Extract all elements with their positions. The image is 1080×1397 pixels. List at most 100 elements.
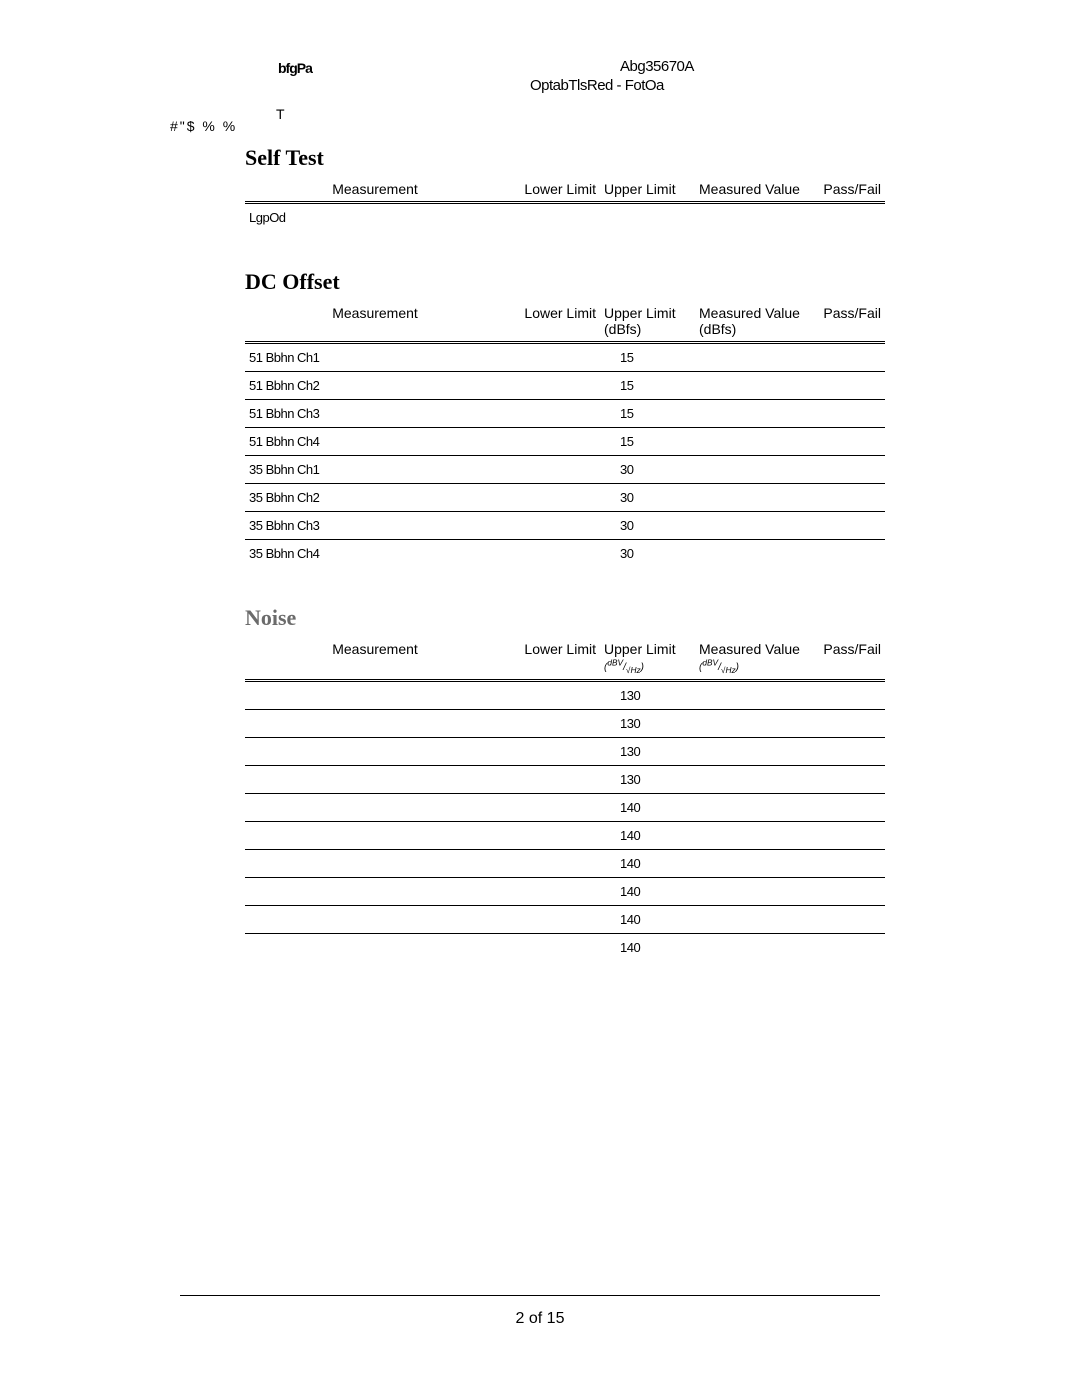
col-pass-fail: Pass/Fail: [815, 177, 885, 201]
cell: [815, 822, 885, 850]
cell: [505, 344, 600, 372]
col-upper-limit-label: Upper Limit: [604, 305, 676, 321]
cell: [695, 372, 815, 400]
footer-rule: [180, 1295, 880, 1296]
cell: 35 Bbhn Ch4: [245, 540, 505, 568]
table-row: 51 Bbhn Ch115: [245, 344, 885, 372]
col-measured-value: Measured Value (dBfs): [695, 301, 815, 341]
cell: [505, 766, 600, 794]
cell: 140: [600, 822, 695, 850]
cell: [245, 822, 505, 850]
cell: [505, 682, 600, 710]
table-row: 130: [245, 738, 885, 766]
cell: [695, 850, 815, 878]
cell: 140: [600, 934, 695, 962]
noise-table: Measurement Lower Limit Upper Limit (dBV…: [245, 637, 885, 961]
cell: [695, 710, 815, 738]
cell: [505, 512, 600, 540]
cell: [505, 428, 600, 456]
cell: 140: [600, 906, 695, 934]
cell: [245, 934, 505, 962]
cell: [245, 850, 505, 878]
cell: [245, 766, 505, 794]
cell: [815, 766, 885, 794]
col-measured-value: Measured Value: [695, 177, 815, 201]
cell: [815, 710, 885, 738]
col-measurement: Measurement: [245, 177, 505, 201]
dc-offset-title: DC Offset: [245, 269, 885, 295]
cell: [695, 822, 815, 850]
table-row: 140: [245, 850, 885, 878]
cell: [815, 400, 885, 428]
table-row: 51 Bbhn Ch415: [245, 428, 885, 456]
col-measurement: Measurement: [245, 637, 505, 679]
cell: [695, 344, 815, 372]
header-right-line-2: OptabTlsRed - FotOa: [530, 77, 664, 94]
cell: 130: [600, 738, 695, 766]
cell: [695, 906, 815, 934]
page: bfgPa Abg35670A OptabTlsRed - FotOa T #"…: [0, 0, 1080, 1397]
header-far-left-artifact: #"$ % %: [170, 118, 237, 134]
cell: [695, 934, 815, 962]
cell: [245, 906, 505, 934]
content-area: Self Test Measurement Lower Limit Upper …: [245, 145, 885, 961]
col-pass-fail: Pass/Fail: [815, 301, 885, 341]
dc-offset-table: Measurement Lower Limit Upper Limit (dBf…: [245, 301, 885, 567]
cell: [245, 710, 505, 738]
cell: 140: [600, 794, 695, 822]
col-measured-value-unit: (dBV/√Hz): [699, 662, 739, 673]
cell: [815, 878, 885, 906]
table-row: 35 Bbhn Ch4 30: [245, 540, 885, 568]
cell: [505, 934, 600, 962]
cell: [695, 878, 815, 906]
cell: [695, 794, 815, 822]
table-row: 130: [245, 766, 885, 794]
col-pass-fail: Pass/Fail: [815, 637, 885, 679]
col-upper-limit-unit: (dBfs): [604, 321, 641, 337]
cell: [505, 204, 600, 231]
cell: [815, 484, 885, 512]
header-right-line-1: Abg35670A: [620, 58, 694, 75]
cell: [505, 484, 600, 512]
cell: [815, 540, 885, 568]
col-measurement: Measurement: [245, 301, 505, 341]
table-row: 51 Bbhn Ch315: [245, 400, 885, 428]
cell: 51 Bbhn Ch3: [245, 400, 505, 428]
cell: [815, 794, 885, 822]
cell: [815, 344, 885, 372]
cell: [695, 204, 815, 231]
cell: [505, 372, 600, 400]
table-row: 51 Bbhn Ch215: [245, 372, 885, 400]
cell: [695, 766, 815, 794]
cell: 30: [600, 540, 695, 568]
table-row: 35 Bbhn Ch130: [245, 456, 885, 484]
cell: [695, 428, 815, 456]
cell: 30: [600, 456, 695, 484]
col-lower-limit: Lower Limit: [505, 177, 600, 201]
cell: [695, 400, 815, 428]
cell: [600, 204, 695, 231]
cell: 140: [600, 878, 695, 906]
table-row: 140: [245, 934, 885, 962]
cell: 30: [600, 512, 695, 540]
cell: [815, 372, 885, 400]
cell: [505, 710, 600, 738]
cell: [815, 456, 885, 484]
header-left-artifact-2: T: [276, 106, 285, 122]
cell: [245, 738, 505, 766]
cell: 130: [600, 766, 695, 794]
col-lower-limit: Lower Limit: [505, 301, 600, 341]
table-row: 140: [245, 878, 885, 906]
cell: [815, 428, 885, 456]
cell: LgpOd: [245, 204, 505, 231]
cell: [505, 878, 600, 906]
cell: [695, 540, 815, 568]
cell: [815, 204, 885, 231]
col-upper-limit: Upper Limit: [600, 177, 695, 201]
cell: [695, 484, 815, 512]
cell: [815, 738, 885, 766]
cell: 51 Bbhn Ch2: [245, 372, 505, 400]
cell: [245, 794, 505, 822]
col-upper-limit: Upper Limit (dBV/√Hz): [600, 637, 695, 679]
cell: [505, 906, 600, 934]
